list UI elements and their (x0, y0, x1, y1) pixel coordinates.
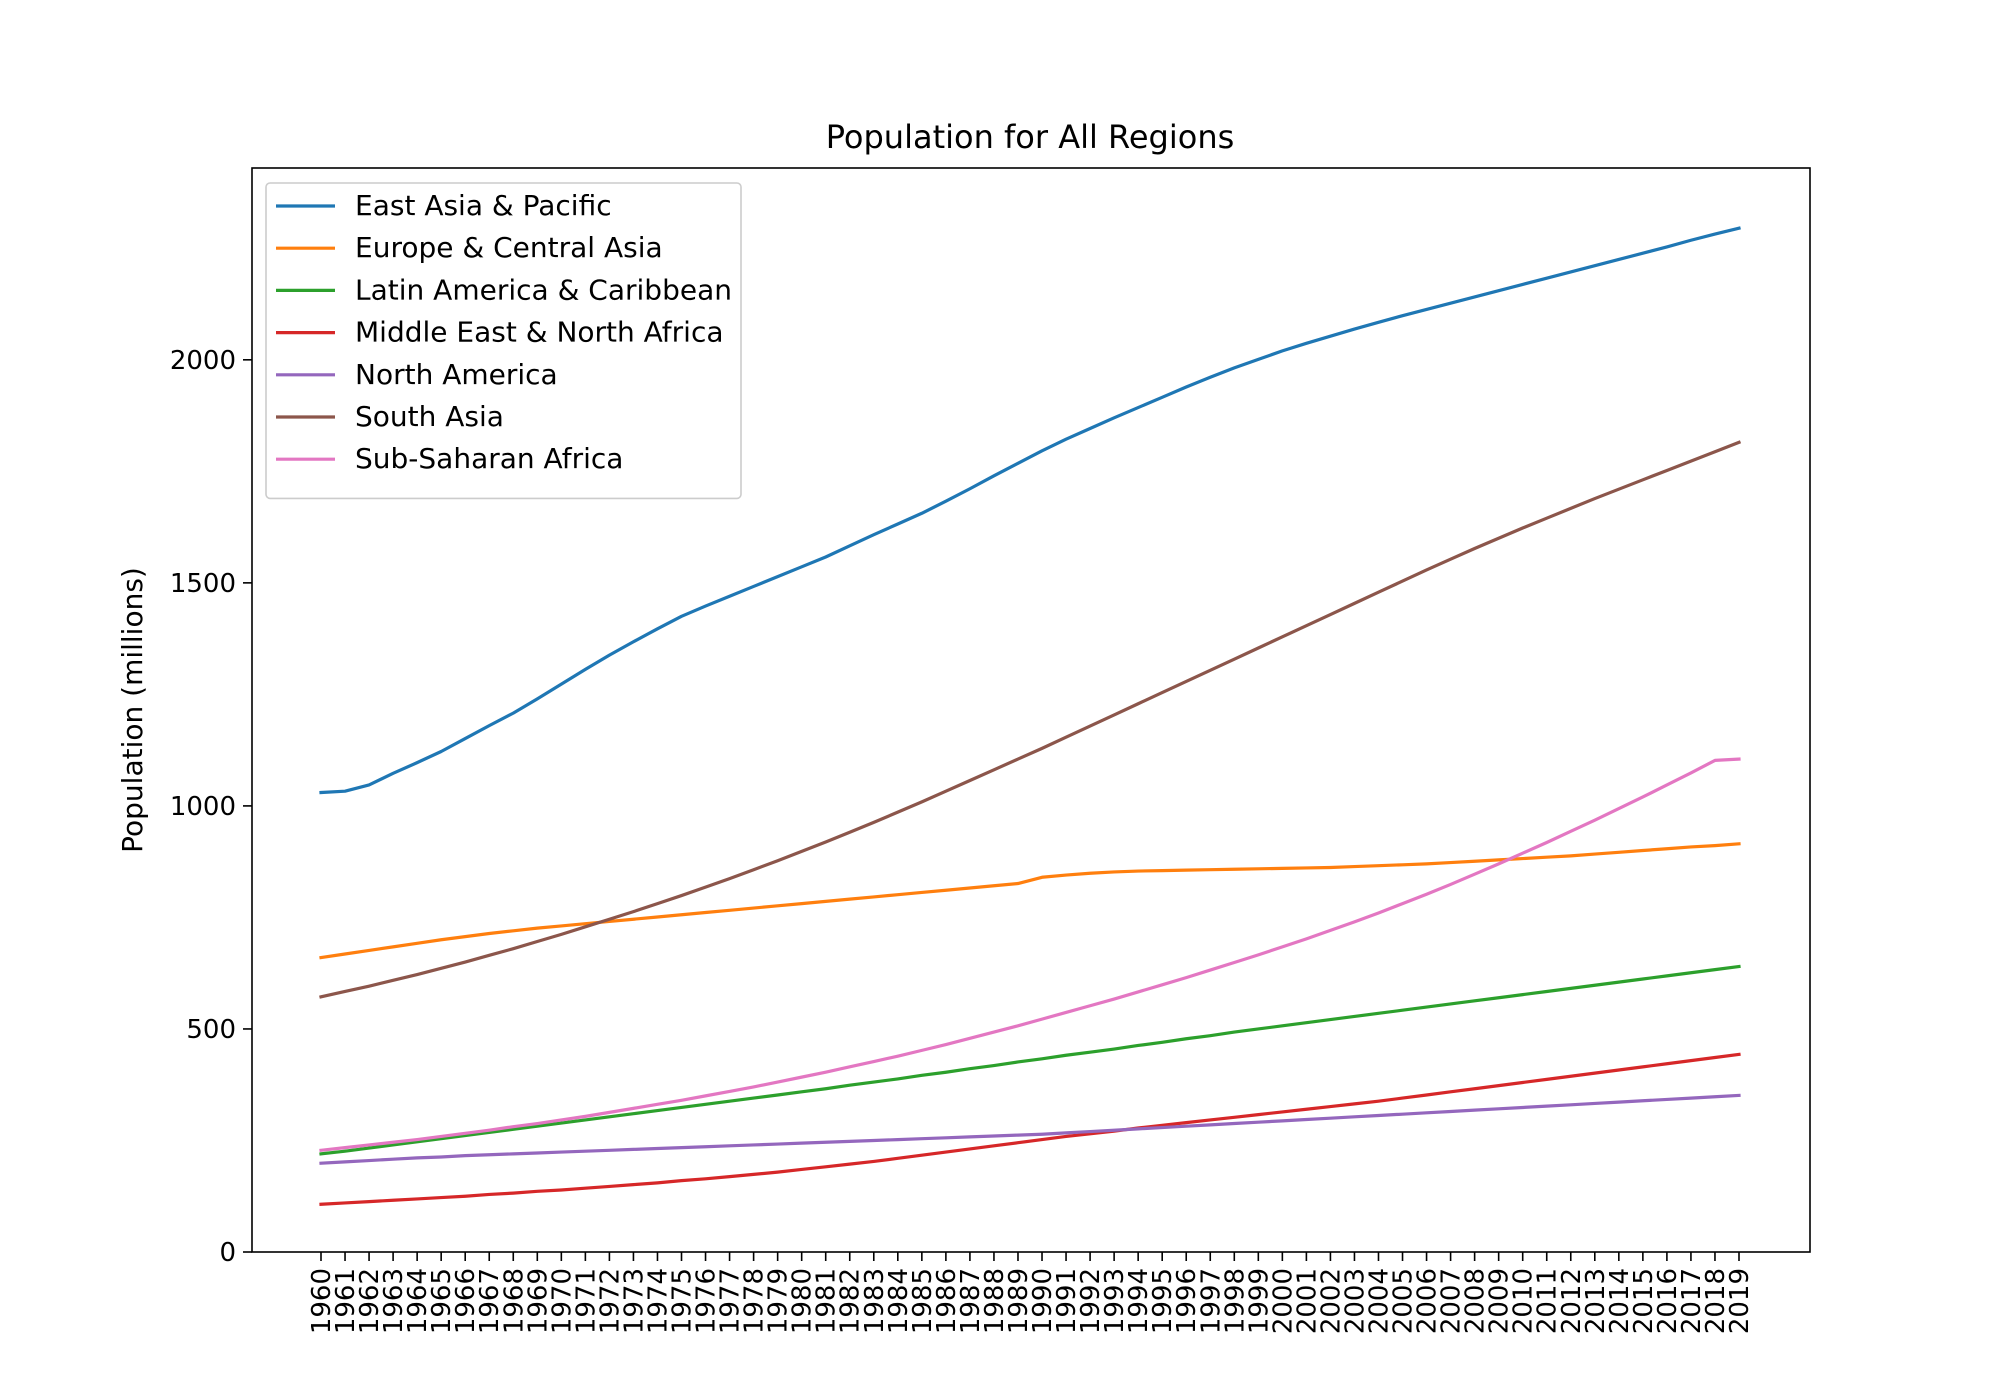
x-tick-label-56: 2016 (1653, 1268, 1683, 1334)
series-line-3 (319, 1052, 1741, 1206)
x-tick-label-10: 1970 (547, 1268, 577, 1334)
x-tick-label-6: 1966 (451, 1268, 481, 1334)
x-tick-label-8: 1968 (499, 1268, 529, 1334)
x-tick-label-53: 2013 (1581, 1268, 1611, 1334)
x-tick-label-44: 2004 (1364, 1268, 1394, 1334)
x-tick-label-15: 1975 (668, 1268, 698, 1334)
legend-label-4: North America (355, 358, 558, 391)
x-tick-label-11: 1971 (571, 1268, 601, 1334)
x-tick-label-31: 1991 (1052, 1268, 1082, 1334)
legend: East Asia & Pacific Europe & Central Asia… (265, 182, 742, 500)
x-tick-label-43: 2003 (1340, 1268, 1370, 1334)
x-tick-label-16: 1976 (692, 1268, 722, 1334)
series-line-4 (319, 1093, 1741, 1165)
x-tick-label-9: 1969 (523, 1268, 553, 1334)
x-tick-label-4: 1964 (403, 1268, 433, 1334)
x-tick-label-19: 1979 (764, 1268, 794, 1334)
x-tick-label-29: 1989 (1004, 1268, 1034, 1334)
x-tick-label-55: 2015 (1629, 1268, 1659, 1334)
series-line-5 (319, 440, 1742, 999)
x-tick-label-51: 2011 (1533, 1268, 1563, 1334)
x-tick-label-41: 2001 (1292, 1268, 1322, 1334)
x-tick-label-46: 2006 (1413, 1268, 1443, 1334)
series-line-2 (319, 964, 1741, 1156)
chart-title: Population for All Regions (826, 118, 1235, 156)
x-tick-label-49: 2009 (1485, 1268, 1515, 1334)
x-tick-label-32: 1992 (1076, 1268, 1106, 1334)
y-tick-label-1: 500 (186, 1015, 236, 1045)
x-tick-label-20: 1980 (788, 1268, 818, 1334)
x-tick-label-33: 1993 (1100, 1268, 1130, 1334)
legend-label-0: East Asia & Pacific (355, 189, 612, 222)
x-tick-label-5: 1965 (427, 1268, 457, 1334)
series-line-0 (319, 226, 1741, 795)
x-tick-label-18: 1978 (740, 1268, 770, 1334)
x-tick-label-22: 1982 (836, 1268, 866, 1334)
x-tick-label-30: 1990 (1028, 1268, 1058, 1334)
x-tick-label-17: 1977 (716, 1268, 746, 1334)
x-tick-label-48: 2008 (1461, 1268, 1491, 1334)
x-tick-label-12: 1972 (595, 1268, 625, 1334)
series-line-6 (319, 757, 1741, 1153)
legend-label-1: Europe & Central Asia (355, 231, 663, 264)
x-tick-label-14: 1974 (643, 1268, 673, 1334)
x-tick-label-47: 2007 (1437, 1268, 1467, 1334)
y-tick-label-0: 0 (219, 1238, 236, 1268)
legend-label-3: Middle East & North Africa (355, 316, 724, 349)
legend-label-2: Latin America & Caribbean (355, 273, 732, 306)
y-tick-label-3: 1500 (170, 569, 236, 599)
x-tick-label-42: 2002 (1316, 1268, 1346, 1334)
x-tick-label-21: 1981 (812, 1268, 842, 1334)
x-tick-label-7: 1967 (475, 1268, 505, 1334)
y-tick-label-2: 1000 (170, 792, 236, 822)
x-tick-label-36: 1996 (1172, 1268, 1202, 1334)
x-tick-label-23: 1983 (860, 1268, 890, 1334)
x-tick-label-3: 1963 (379, 1268, 409, 1334)
x-tick-label-54: 2014 (1605, 1268, 1635, 1334)
x-tick-label-52: 2012 (1557, 1268, 1587, 1334)
x-tick-label-38: 1998 (1220, 1268, 1250, 1334)
y-tick-label-4: 2000 (170, 346, 236, 376)
series-line-1 (319, 842, 1741, 960)
x-tick-label-35: 1995 (1148, 1268, 1178, 1334)
x-tick-label-26: 1986 (932, 1268, 962, 1334)
x-tick-label-50: 2010 (1509, 1268, 1539, 1334)
x-tick-label-27: 1987 (956, 1268, 986, 1334)
x-tick-label-58: 2018 (1701, 1268, 1731, 1334)
x-tick-label-2: 1962 (355, 1268, 385, 1334)
x-tick-label-13: 1973 (619, 1268, 649, 1334)
x-tick-label-24: 1984 (884, 1268, 914, 1334)
x-tick-label-59: 2019 (1725, 1268, 1755, 1334)
x-tick-label-34: 1994 (1124, 1268, 1154, 1334)
x-tick-label-0: 1960 (307, 1268, 337, 1334)
x-tick-label-28: 1988 (980, 1268, 1010, 1334)
plot-area: 0 500 1000 1500 2000 196019611962196319641965… (170, 167, 1811, 1334)
x-tick-label-37: 1997 (1196, 1268, 1226, 1334)
x-tick-label-40: 2000 (1268, 1268, 1298, 1334)
y-axis-label: Population (millions) (116, 567, 149, 853)
x-tick-label-1: 1961 (331, 1268, 361, 1334)
legend-label-5: South Asia (355, 400, 504, 433)
x-tick-label-25: 1985 (908, 1268, 938, 1334)
legend-label-6: Sub-Saharan Africa (355, 442, 623, 475)
x-tick-label-45: 2005 (1389, 1268, 1419, 1334)
plot-frame (251, 167, 1811, 1253)
x-tick-label-39: 1999 (1244, 1268, 1274, 1334)
x-tick-label-57: 2017 (1677, 1268, 1707, 1334)
legend-box (265, 182, 742, 500)
